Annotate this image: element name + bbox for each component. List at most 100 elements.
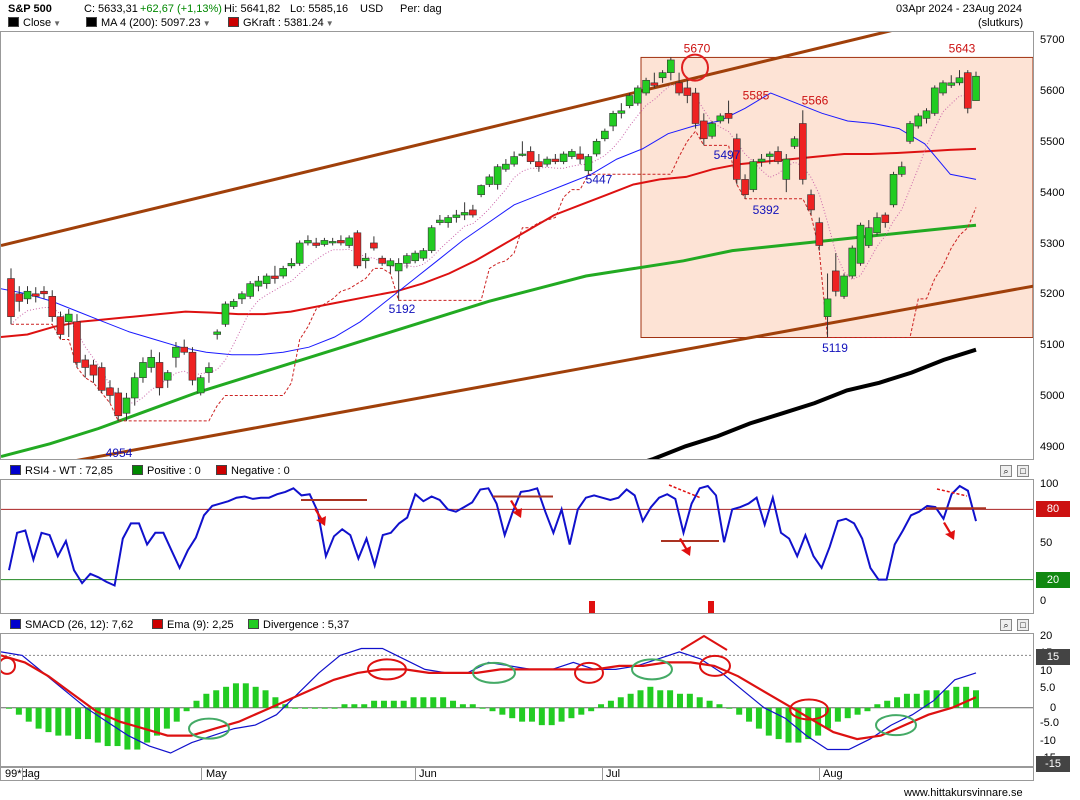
candle-body bbox=[906, 123, 914, 142]
candle-body bbox=[155, 362, 164, 389]
legend-positive[interactable]: Positive : 0 bbox=[132, 465, 201, 477]
candle-body bbox=[147, 357, 156, 368]
maximize-icon[interactable]: □ bbox=[1017, 465, 1029, 477]
macd-15-marker: 15 bbox=[1036, 649, 1070, 666]
divergence-bar bbox=[94, 707, 101, 743]
candle-body bbox=[815, 222, 824, 246]
legend-divergence[interactable]: Divergence : 5,37 bbox=[248, 619, 349, 631]
peak-circle bbox=[681, 53, 709, 82]
candle-body bbox=[724, 113, 733, 119]
candle-body bbox=[345, 237, 353, 246]
price-tick-label: 5600 bbox=[1040, 85, 1065, 97]
zoom-icon[interactable]: ⌕ bbox=[1000, 465, 1012, 477]
candle-body bbox=[518, 153, 527, 156]
candle-body bbox=[97, 367, 106, 391]
zoom-icon[interactable]: ⌕ bbox=[1000, 619, 1012, 631]
candle-body bbox=[469, 209, 477, 216]
candle-body bbox=[568, 151, 576, 157]
price-annotation: 5643 bbox=[949, 41, 976, 55]
candle-body bbox=[741, 179, 749, 195]
signal-ellipse bbox=[699, 654, 731, 677]
legend-smacd[interactable]: SMACD (26, 12): 7,62 bbox=[10, 619, 133, 631]
rsi-tick-label: 100 bbox=[1040, 478, 1059, 490]
candle-body bbox=[411, 252, 419, 262]
divergence-bar bbox=[963, 686, 970, 708]
macd-tick-label: 10 bbox=[1040, 664, 1053, 677]
divergence-bar bbox=[923, 690, 930, 708]
legend-negative[interactable]: Negative : 0 bbox=[216, 465, 290, 477]
chart-header: S&P 500 C: 5633,31 +62,67 (+1,13%) Hi: 5… bbox=[0, 3, 1080, 17]
candle-body bbox=[502, 163, 510, 170]
signal-ellipse bbox=[875, 714, 917, 737]
legend-close[interactable]: Close ▼ bbox=[8, 17, 61, 29]
divergence-bar bbox=[450, 700, 457, 708]
divergence-bar bbox=[84, 707, 91, 740]
candle-body bbox=[642, 79, 650, 94]
candle-body bbox=[196, 377, 205, 394]
divergence-bar bbox=[716, 704, 723, 708]
divergence-bar bbox=[321, 707, 328, 709]
price-annotation: 5585 bbox=[743, 89, 770, 103]
candle-body bbox=[889, 174, 898, 206]
legend-ma200-swatch bbox=[86, 17, 97, 27]
x-tick-aug: Aug bbox=[823, 768, 843, 780]
divergence-bar bbox=[242, 683, 249, 708]
x-tick-jul: Jul bbox=[606, 768, 621, 780]
legend-gkraft[interactable]: GKraft : 5381.24 ▼ bbox=[228, 17, 334, 29]
candle-body bbox=[254, 280, 263, 287]
divergence-bar bbox=[686, 693, 693, 708]
candle-body bbox=[271, 275, 279, 279]
legend-close-label: Close bbox=[23, 17, 52, 29]
divergence-bar bbox=[884, 700, 891, 708]
candle-body bbox=[427, 227, 436, 251]
close-note: (slutkurs) bbox=[978, 17, 1024, 29]
chevron-down-icon[interactable]: ▼ bbox=[202, 19, 211, 28]
trend-dash-arrow bbox=[936, 488, 968, 497]
down-arrow-icon bbox=[943, 522, 955, 540]
candle-body bbox=[48, 296, 57, 317]
rsi-chart bbox=[1, 484, 1033, 613]
legend-rsi-line[interactable]: RSI4 - WT : 72,85 bbox=[10, 465, 113, 477]
candle-body bbox=[56, 316, 65, 335]
divergence-bar bbox=[55, 707, 62, 736]
peak-caret bbox=[680, 634, 728, 651]
footer-url[interactable]: www.hittakursvinnare.se bbox=[904, 787, 1023, 799]
candle-body bbox=[897, 166, 906, 175]
divergence-bar bbox=[755, 707, 762, 729]
candle-body bbox=[922, 110, 931, 119]
divergence-bar bbox=[232, 683, 239, 708]
legend-close-swatch bbox=[8, 17, 19, 27]
divergence-bar bbox=[657, 690, 664, 708]
legend-ema[interactable]: Ema (9): 2,25 bbox=[152, 619, 234, 631]
chevron-down-icon[interactable]: ▼ bbox=[53, 19, 62, 28]
rsi-80-marker: 80 bbox=[1036, 501, 1070, 518]
divergence-bar bbox=[75, 707, 82, 740]
candle-body bbox=[370, 242, 378, 249]
chevron-down-icon[interactable]: ▼ bbox=[325, 19, 334, 28]
macd-zero-marker: 0 bbox=[1036, 699, 1070, 716]
divergence-bar bbox=[430, 697, 437, 708]
divergence-bar bbox=[805, 707, 812, 740]
maximize-icon[interactable]: □ bbox=[1017, 619, 1029, 631]
down-arrow-icon bbox=[510, 500, 522, 518]
macd-panel[interactable] bbox=[0, 633, 1034, 767]
legend-ema-swatch bbox=[152, 619, 163, 629]
divergence-bar bbox=[874, 704, 881, 708]
candle-body bbox=[23, 290, 32, 300]
ma-red-line bbox=[1, 147, 977, 338]
price-panel[interactable]: 5670 5643 5585 5566 5497 5447 5392 5192 5119 4954 bbox=[0, 31, 1034, 460]
divergence-bar bbox=[943, 690, 950, 708]
divergence-bar bbox=[410, 697, 417, 708]
ma-black-line bbox=[646, 347, 977, 459]
candle-body bbox=[667, 59, 675, 73]
candle-body bbox=[584, 156, 593, 172]
legend-ma200[interactable]: MA 4 (200): 5097.23 ▼ bbox=[86, 17, 211, 29]
candle-body bbox=[526, 151, 535, 162]
candle-body bbox=[658, 72, 667, 79]
candle-body bbox=[452, 214, 461, 218]
divergence-bar bbox=[617, 697, 624, 708]
candle-body bbox=[675, 82, 683, 94]
divergence-bar bbox=[726, 707, 733, 709]
rsi-panel[interactable] bbox=[0, 479, 1034, 614]
candle-body bbox=[766, 153, 774, 157]
